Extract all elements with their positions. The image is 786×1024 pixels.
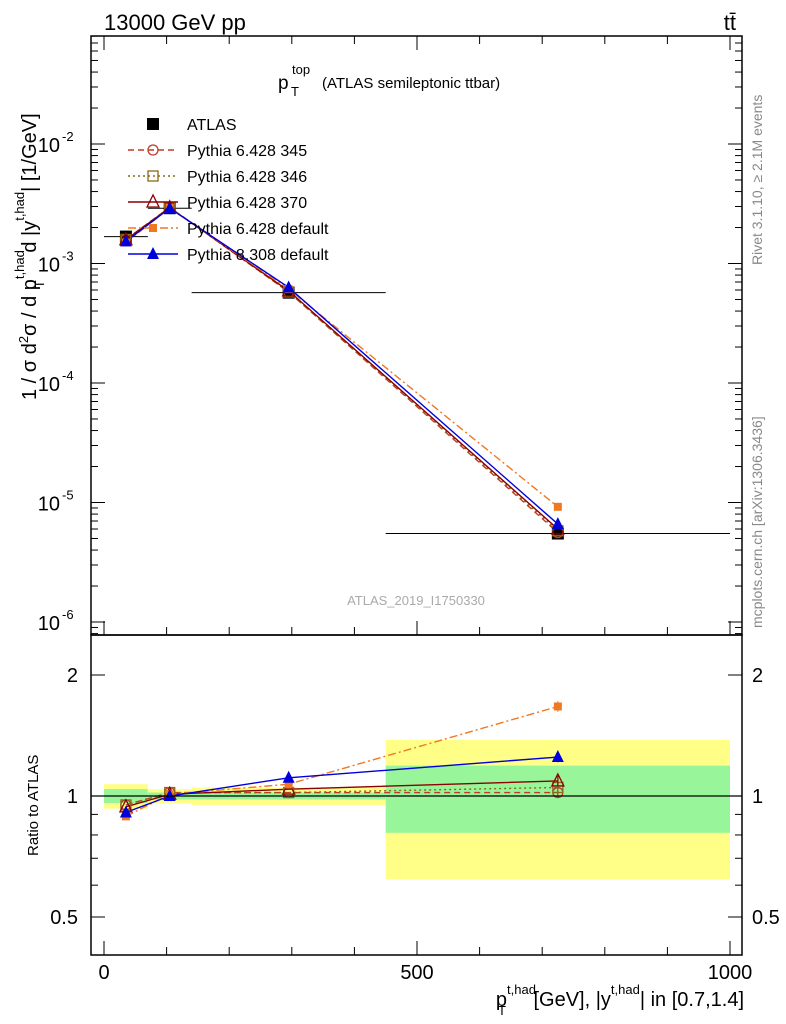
x-tick-label-1: 500 <box>400 962 433 984</box>
svg-text:1 / σ d2σ / d pt,hadT d |yt,ha: 1 / σ d2σ / d pt,hadT d |yt,had| [1/GeV] <box>12 113 47 400</box>
legend-label-2: Pythia 6.428 346 <box>187 169 307 186</box>
analysis-label: ATLAS_2019_I1750330 <box>347 593 485 608</box>
y-tick-exp-upper-4: -2 <box>62 129 74 144</box>
ratio-point-series-4-3 <box>553 702 562 711</box>
rivet-label: Rivet 3.1.10, ≥ 2.1M events <box>749 95 765 265</box>
ratio-point-series-5-0 <box>119 805 132 818</box>
mcplots-label: mcplots.cern.ch [arXiv:1306.3436] <box>749 416 765 628</box>
upper-series-lines <box>104 206 730 535</box>
legend-marker-1 <box>147 144 159 156</box>
ratio-point-series-4-2 <box>284 780 293 789</box>
y-tick-label-upper-1: 10 <box>38 494 60 516</box>
energy-label: 13000 GeV pp <box>104 10 246 35</box>
ratio-line-series-2 <box>125 786 558 806</box>
y-tick-label-lower-right-0: 0.5 <box>752 907 780 929</box>
ratio-uncertainty-bands <box>104 739 730 880</box>
x-tick-label-2: 1000 <box>708 962 753 984</box>
y-tick-exp-upper-1: -5 <box>62 488 74 503</box>
y-tick-exp-upper-3: -3 <box>62 249 74 264</box>
process-label: tt̄ <box>724 10 736 35</box>
y-tick-label-lower-0: 0.5 <box>50 907 78 929</box>
upper-point-series-5-2 <box>282 280 295 293</box>
legend-label-0: ATLAS <box>187 117 237 134</box>
y-tick-label-upper-4: 10 <box>38 135 60 157</box>
legend-label-5: Pythia 8.308 default <box>187 247 329 264</box>
title-rest: (ATLAS semileptonic ttbar) <box>322 75 500 92</box>
legend-marker-4 <box>149 224 157 232</box>
ratio-series-lines <box>125 705 559 817</box>
legend-marker-2 <box>147 170 159 182</box>
title-sup: top <box>292 62 310 77</box>
y-tick-label-lower-right-2: 2 <box>752 665 763 687</box>
upper-point-series-5-1 <box>163 201 176 214</box>
upper-line-series-2 <box>125 206 559 532</box>
svg-text:pt,hadT [GeV], |yt,had| in [0.: pt,had T [GeV], |yt,had| in [0.7,1.4] <box>496 982 744 1018</box>
x-tick-label-0: 0 <box>98 962 109 984</box>
upper-line-series-5 <box>125 207 559 525</box>
ratio-point-series-5-1 <box>163 789 176 801</box>
ratio-point-series-3-3 <box>550 772 565 787</box>
band-stat-3 <box>385 765 730 833</box>
upper-series-markers <box>118 199 565 540</box>
ratio-point-series-5-3 <box>551 750 564 763</box>
y-tick-label-upper-0: 10 <box>38 613 60 635</box>
legend-marker-3 <box>145 193 161 208</box>
y-tick-exp-upper-2: -4 <box>62 368 74 383</box>
y-tick-label-lower-right-1: 1 <box>752 786 763 808</box>
ratio-line-series-4 <box>125 705 559 817</box>
legend-label-3: Pythia 6.428 370 <box>187 195 307 212</box>
ratio-line-series-3 <box>125 780 558 808</box>
x-axis-label: pt,had T [GeV], |yt,had| in [0.7,1.4] <box>496 982 744 1018</box>
y-tick-label-upper-3: 10 <box>38 255 60 277</box>
upper-y-axis-label: 1 / σ d2σ / d pt,hadT d |yt,had| [1/GeV] <box>12 113 47 400</box>
upper-point-series-5-0 <box>119 234 132 247</box>
axis-ticks <box>91 35 742 955</box>
y-tick-exp-upper-0: -6 <box>62 607 74 622</box>
legend-label-4: Pythia 6.428 default <box>187 221 329 238</box>
legend: ATLAS Pythia 6.428 345 Pythia 6.428 346 Pyt… <box>128 117 329 264</box>
upper-point-series-4-3 <box>553 502 562 511</box>
legend-label-1: Pythia 6.428 345 <box>187 143 307 160</box>
title-sub: T <box>291 84 299 99</box>
plot-title: p top T (ATLAS semileptonic ttbar) <box>278 62 500 99</box>
legend-marker-0 <box>147 118 159 130</box>
y-tick-label-upper-2: 10 <box>38 374 60 396</box>
ratio-line-series-5 <box>125 756 558 814</box>
title-main: p <box>278 73 289 94</box>
ratio-point-series-5-2 <box>282 770 295 783</box>
y-tick-label-lower-2: 2 <box>67 665 78 687</box>
legend-marker-5 <box>147 247 159 259</box>
upper-point-series-5-3 <box>551 517 564 530</box>
y-tick-label-lower-1: 1 <box>67 786 78 808</box>
ratio-series-markers <box>118 701 565 821</box>
lower-y-axis-label: Ratio to ATLAS <box>25 755 42 856</box>
